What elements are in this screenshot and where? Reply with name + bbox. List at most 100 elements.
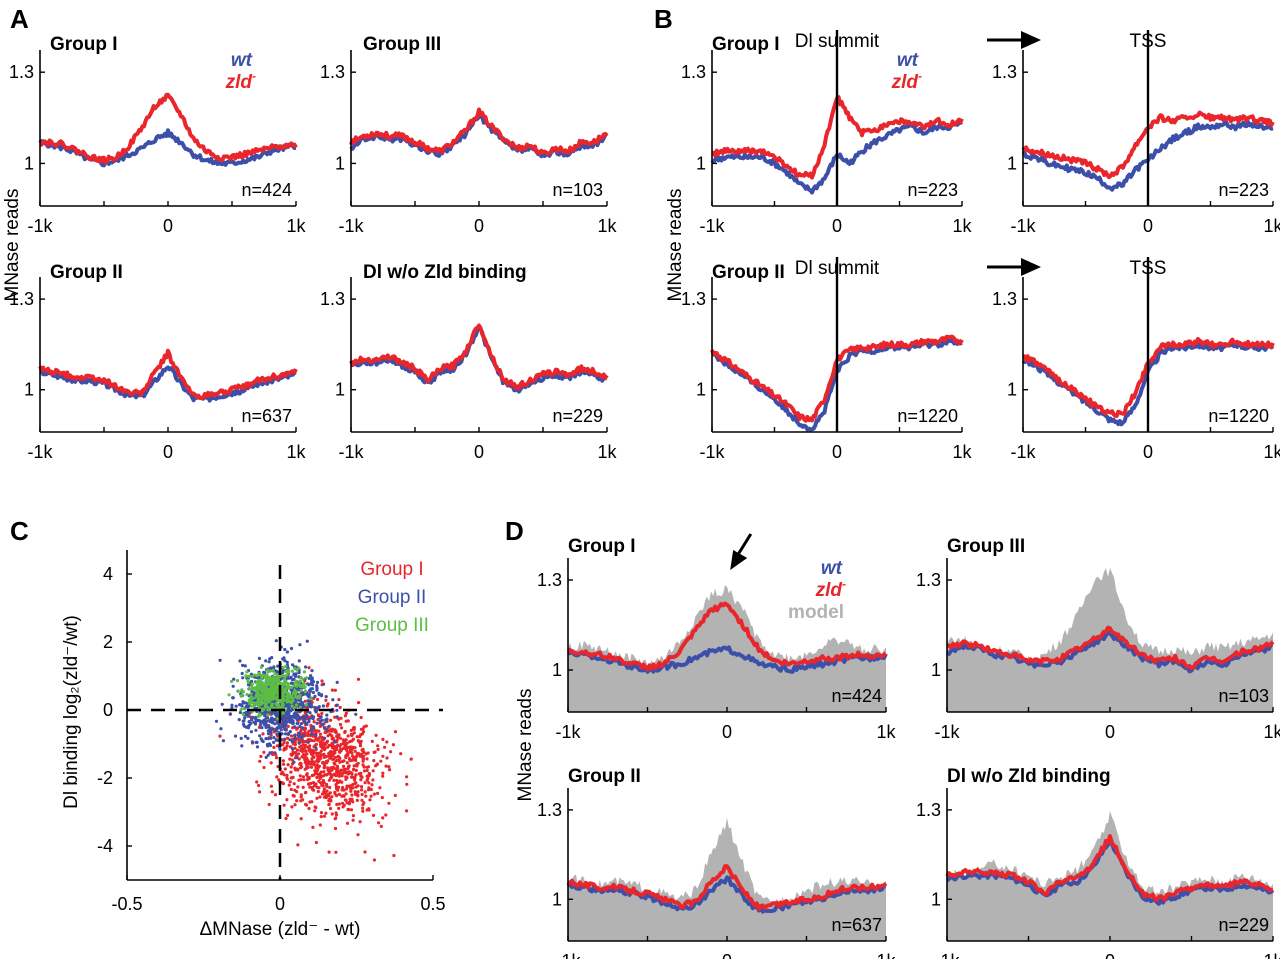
y-tick-label: 1 bbox=[552, 889, 562, 909]
scatter-point bbox=[285, 660, 289, 665]
scatter-point bbox=[333, 773, 337, 777]
scatter-point bbox=[369, 787, 373, 792]
scatter-point bbox=[231, 696, 235, 700]
scatter-point bbox=[258, 759, 262, 763]
scatter-point bbox=[351, 754, 355, 758]
scatter-point bbox=[337, 698, 341, 702]
scatter-point bbox=[358, 744, 362, 748]
scatter-point bbox=[291, 681, 295, 686]
y-tick-label: 1 bbox=[1007, 380, 1017, 400]
scatter-point bbox=[280, 725, 284, 729]
scatter-point bbox=[299, 793, 303, 797]
x-tick-label: 0 bbox=[474, 442, 484, 462]
scatter-point bbox=[381, 771, 385, 775]
scatter-point bbox=[219, 727, 223, 731]
scatter-point bbox=[283, 737, 287, 741]
scatter-point bbox=[313, 694, 317, 699]
scatter-point bbox=[330, 688, 334, 692]
scatter-point bbox=[409, 757, 413, 761]
panel-A-group3 bbox=[349, 50, 609, 207]
scatter-point bbox=[307, 775, 311, 780]
scatter-point bbox=[393, 730, 398, 734]
scatter-point bbox=[319, 811, 324, 815]
scatter-point bbox=[360, 755, 364, 759]
scatter-point bbox=[360, 785, 364, 789]
scatter-point bbox=[292, 782, 296, 786]
scatter-point bbox=[286, 736, 290, 740]
panel-title: Group III bbox=[363, 34, 441, 55]
scatter-point bbox=[303, 791, 308, 795]
scatter-point bbox=[310, 732, 314, 736]
scatter-point bbox=[376, 747, 380, 752]
scatter-point bbox=[356, 761, 360, 765]
scatter-point bbox=[306, 745, 310, 749]
y-tick-label: 1.3 bbox=[320, 62, 345, 82]
scatter-point bbox=[241, 663, 245, 668]
legend-wt: wt bbox=[821, 558, 843, 579]
scatter-point bbox=[281, 694, 285, 699]
y-tick-label: -4 bbox=[97, 836, 113, 856]
scatter-point bbox=[370, 783, 374, 787]
scatter-point bbox=[313, 809, 317, 813]
y-axis-title: MNase reads bbox=[515, 689, 536, 802]
scatter-point bbox=[266, 729, 270, 733]
scatter-point bbox=[292, 684, 296, 688]
x-tick-label: -1k bbox=[699, 442, 725, 462]
model-area bbox=[947, 567, 1273, 712]
scatter-point bbox=[268, 720, 272, 724]
scatter-point bbox=[333, 688, 337, 692]
scatter-point bbox=[301, 716, 305, 720]
scatter-point bbox=[246, 736, 250, 741]
scatter-point bbox=[283, 767, 287, 771]
scatter-point bbox=[333, 749, 337, 753]
scatter-point bbox=[244, 674, 248, 678]
scatter-point bbox=[322, 787, 326, 791]
scatter-point bbox=[345, 801, 349, 805]
scatter-point bbox=[365, 808, 369, 812]
scatter-point bbox=[343, 739, 347, 743]
scatter-point bbox=[309, 674, 313, 678]
scatter-point bbox=[262, 701, 266, 705]
scatter-point bbox=[297, 731, 302, 735]
scatter-point bbox=[285, 773, 289, 777]
scatter-point bbox=[342, 742, 346, 746]
scatter-point bbox=[288, 699, 292, 704]
scatter-point bbox=[316, 737, 321, 741]
scatter-point bbox=[343, 714, 347, 718]
scatter-point bbox=[365, 768, 369, 773]
scatter-point bbox=[295, 756, 299, 760]
scatter-point bbox=[311, 690, 315, 695]
scatter-point bbox=[241, 719, 245, 723]
scatter-point bbox=[276, 726, 280, 730]
scatter-point bbox=[339, 716, 343, 720]
scatter-point bbox=[317, 764, 321, 768]
scatter-point bbox=[307, 782, 311, 786]
scatter-point bbox=[270, 690, 274, 694]
scatter-point bbox=[331, 698, 335, 702]
x-tick-label: 0 bbox=[1143, 442, 1153, 462]
scatter-point bbox=[264, 699, 268, 703]
y-axis-title: MNase reads bbox=[665, 189, 686, 302]
scatter-point bbox=[322, 755, 326, 759]
scatter-point bbox=[360, 788, 364, 792]
scatter-point bbox=[348, 759, 353, 763]
scatter-point bbox=[263, 719, 267, 724]
scatter-point bbox=[298, 762, 302, 766]
scatter-point bbox=[249, 730, 253, 734]
scatter-point bbox=[265, 673, 269, 677]
scatter-point bbox=[246, 678, 250, 682]
scatter-point bbox=[257, 678, 261, 682]
series-line-zld bbox=[38, 348, 298, 401]
x-tick-label: 1k bbox=[952, 442, 972, 462]
x-tick-label: -1k bbox=[699, 216, 725, 236]
n-count: n=229 bbox=[1218, 915, 1269, 935]
scatter-point bbox=[361, 763, 365, 767]
scatter-point bbox=[291, 775, 295, 780]
scatter-point bbox=[218, 734, 222, 738]
scatter-point bbox=[254, 719, 258, 723]
scatter-point bbox=[275, 704, 279, 708]
scatter-point bbox=[283, 747, 287, 751]
scatter-point bbox=[255, 687, 259, 691]
scatter-point bbox=[319, 715, 323, 719]
